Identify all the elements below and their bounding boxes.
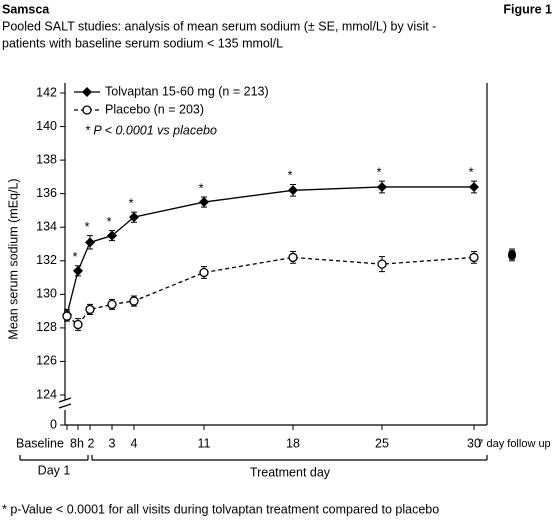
x-tick-label: Baseline bbox=[16, 436, 64, 450]
significance-marker: * bbox=[469, 165, 474, 179]
significance-marker: * bbox=[377, 165, 382, 179]
figure-label: Figure 1 bbox=[503, 2, 552, 16]
significance-marker: * bbox=[85, 220, 90, 234]
followup-label: 7 day follow up bbox=[477, 438, 550, 450]
legend-marker bbox=[82, 105, 92, 115]
y-tick-label: 134 bbox=[36, 220, 57, 234]
chart-title: patients with baseline serum sodium < 13… bbox=[2, 36, 283, 50]
y-tick-label: 136 bbox=[36, 186, 57, 200]
y-tick-label: 128 bbox=[36, 320, 57, 334]
y-tick-label: 126 bbox=[36, 354, 57, 368]
axis-break bbox=[58, 397, 72, 403]
point bbox=[107, 230, 117, 241]
y-tick-label: 142 bbox=[36, 85, 57, 99]
brand: Samsca bbox=[2, 2, 50, 16]
y-tick-label: 0 bbox=[50, 417, 57, 431]
x-tick-label: 25 bbox=[375, 436, 389, 450]
point bbox=[199, 197, 209, 208]
y-tick-label: 132 bbox=[36, 253, 57, 267]
point bbox=[377, 259, 387, 269]
y-tick-label: 124 bbox=[36, 387, 57, 401]
point bbox=[129, 212, 139, 223]
point bbox=[469, 252, 479, 263]
y-axis-label: Mean serum sodium (mEq/L) bbox=[6, 178, 20, 339]
x-tick-label: 3 bbox=[109, 436, 116, 450]
significance-marker: * bbox=[73, 250, 78, 264]
point bbox=[107, 299, 117, 310]
y-tick-label: 138 bbox=[36, 152, 57, 166]
followup-point bbox=[508, 250, 516, 259]
legend-note: * P < 0.0001 vs placebo bbox=[85, 123, 217, 137]
legend-label: Placebo (n = 203) bbox=[105, 102, 204, 116]
chart-title: Pooled SALT studies: analysis of mean se… bbox=[2, 19, 436, 33]
significance-marker: * bbox=[199, 181, 204, 195]
x-axis-label: Treatment day bbox=[250, 465, 331, 479]
significance-marker: * bbox=[129, 196, 134, 210]
x-tick-label: 18 bbox=[286, 436, 300, 450]
point bbox=[288, 252, 298, 263]
footnote: * p-Value < 0.0001 for all visits during… bbox=[2, 502, 439, 516]
point bbox=[199, 267, 209, 278]
point bbox=[85, 304, 95, 315]
point bbox=[73, 319, 83, 330]
x-tick-label: 8h bbox=[70, 436, 84, 450]
x-tick-label: 2 bbox=[88, 436, 95, 450]
y-tick-label: 130 bbox=[36, 287, 57, 301]
point bbox=[73, 265, 83, 276]
axis-break bbox=[58, 403, 72, 409]
y-tick-label: 140 bbox=[36, 119, 57, 133]
point bbox=[129, 296, 139, 306]
legend-label: Tolvaptan 15-60 mg (n = 213) bbox=[105, 84, 269, 98]
point bbox=[85, 237, 95, 248]
series-line bbox=[66, 256, 475, 326]
legend-marker bbox=[82, 87, 92, 97]
day1-label: Day 1 bbox=[38, 463, 71, 477]
point bbox=[62, 311, 72, 321]
significance-marker: * bbox=[107, 215, 112, 229]
point bbox=[288, 185, 298, 196]
point bbox=[469, 181, 479, 192]
x-tick-label: 11 bbox=[198, 436, 211, 450]
x-tick-label: 30 bbox=[467, 436, 481, 450]
x-tick-label: 4 bbox=[131, 436, 138, 450]
point bbox=[377, 181, 387, 192]
significance-marker: * bbox=[288, 169, 293, 183]
axes bbox=[19, 83, 488, 461]
